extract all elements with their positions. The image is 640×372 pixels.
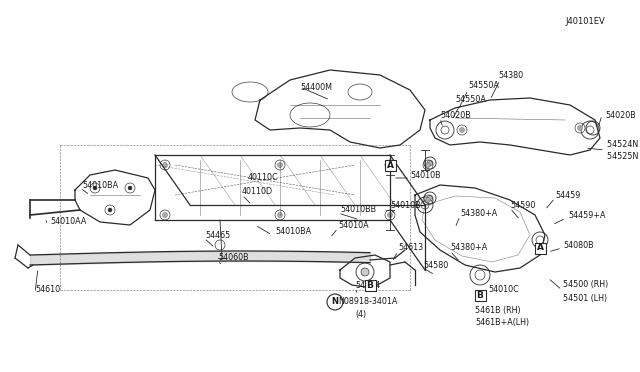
Text: 54524N (RH): 54524N (RH) [607,141,640,150]
Text: N08918-3401A: N08918-3401A [338,298,397,307]
Text: 54010B: 54010B [390,201,420,209]
Text: 54614: 54614 [355,280,380,289]
Text: A: A [536,244,543,253]
Text: 54465: 54465 [205,231,230,240]
Text: 54590: 54590 [510,201,536,209]
Text: 54380+A: 54380+A [460,208,497,218]
Circle shape [427,195,433,201]
Circle shape [163,163,168,167]
Text: 54010BA: 54010BA [275,228,311,237]
Text: A: A [387,160,394,170]
Circle shape [577,125,582,131]
Text: 5461B+A(LH): 5461B+A(LH) [475,317,529,327]
Circle shape [460,128,465,132]
Text: 54610: 54610 [35,285,60,295]
Text: 54010AA: 54010AA [50,218,86,227]
Text: 54525N (LH): 54525N (LH) [607,153,640,161]
Circle shape [426,163,431,167]
Text: 54020B: 54020B [605,110,636,119]
Text: 54080B: 54080B [563,241,594,250]
Text: 54613: 54613 [398,244,423,253]
Circle shape [387,163,392,167]
Text: B: B [477,291,483,299]
Circle shape [163,212,168,218]
FancyBboxPatch shape [534,243,545,253]
Circle shape [93,186,97,190]
Text: 54500 (RH): 54500 (RH) [563,280,608,289]
FancyBboxPatch shape [385,160,396,170]
Circle shape [361,268,369,276]
Text: 54380+A: 54380+A [450,244,487,253]
Text: N: N [332,298,339,307]
Text: 54010B: 54010B [410,170,440,180]
Circle shape [128,186,132,190]
Text: 40110C: 40110C [248,173,278,183]
Text: 54501 (LH): 54501 (LH) [563,294,607,302]
Text: 54020B: 54020B [440,110,471,119]
Text: 40110D: 40110D [242,187,273,196]
Text: 54550A: 54550A [455,96,486,105]
Circle shape [427,160,433,166]
Circle shape [278,163,282,167]
Text: 54060B: 54060B [218,253,248,262]
Circle shape [426,198,431,202]
Circle shape [387,212,392,218]
Text: 54010C: 54010C [488,285,519,295]
Text: 54010BB: 54010BB [340,205,376,215]
Text: 54010BA: 54010BA [82,180,118,189]
Text: J40101EV: J40101EV [565,17,605,26]
Text: B: B [367,280,373,289]
Text: 54400M: 54400M [300,83,332,92]
Circle shape [108,208,112,212]
FancyBboxPatch shape [474,289,486,301]
Text: 54580: 54580 [423,260,448,269]
Text: (4): (4) [355,310,366,318]
Text: 54459+A: 54459+A [568,211,605,219]
FancyBboxPatch shape [365,279,376,291]
Text: 54010A: 54010A [338,221,369,230]
Text: 54550A: 54550A [468,80,499,90]
Text: 54459: 54459 [555,190,580,199]
Circle shape [278,212,282,218]
Text: 5461B (RH): 5461B (RH) [475,305,520,314]
Text: 54380: 54380 [498,71,523,80]
